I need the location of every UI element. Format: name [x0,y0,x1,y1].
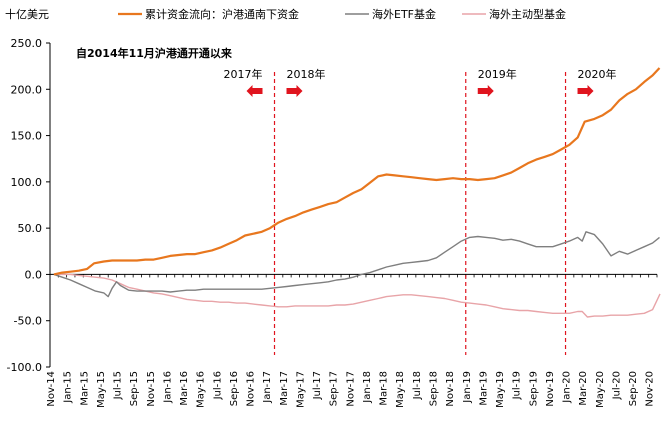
x-tick-label: Mar-15 [79,371,90,406]
year-label-right: 2020年 [578,67,617,81]
x-tick-label: Sep-19 [528,371,539,406]
x-tick-label: Jan-20 [562,371,573,404]
x-tick-label: Mar-16 [179,371,190,406]
x-tick-label: May-19 [495,371,506,408]
y-tick-label: 100.0 [11,176,43,189]
x-tick-label: Nov-14 [46,371,57,407]
x-tick-label: Sep-17 [329,371,340,406]
year-label-right: 2018年 [287,67,326,81]
y-tick-label: 200.0 [11,83,43,96]
year-markers: 2017年 2018年 2019年 2020年 [224,67,617,355]
x-tick-label: Mar-19 [478,371,489,406]
legend-label: 海外主动型基金 [489,7,566,21]
annotation-text: 自2014年11月沪港通开通以来 [76,46,233,60]
y-tick-label: -50.0 [14,315,42,328]
x-tick-label: May-17 [295,371,306,408]
x-tick-label: Nov-19 [545,371,556,407]
legend-label: 海外ETF基金 [372,7,436,21]
x-tick-label: Jul-15 [113,371,124,400]
arrow-right-icon [577,85,594,97]
x-tick-label: Sep-16 [229,371,240,406]
y-axis: 250.0 200.0 150.0 100.0 50.0 0.0 -50.0 -100.0 [7,37,51,374]
x-tick-label: Mar-18 [379,371,390,406]
x-tick-label: Mar-20 [578,371,589,406]
x-tick-label: May-16 [196,371,207,408]
x-tick-label: Sep-15 [129,371,140,406]
x-tick-label: Nov-18 [445,371,456,407]
x-tick-label: Nov-17 [345,371,356,407]
x-tick-label: Jul-17 [312,371,323,400]
x-tick-label: Jul-16 [212,371,223,400]
series-line-active [53,273,661,318]
x-tick-label: May-20 [595,371,606,408]
x-tick-label: Jul-20 [611,371,622,400]
x-tick-label: Nov-15 [146,371,157,407]
y-tick-label: 150.0 [11,130,43,143]
series-line-cumulative [53,67,661,276]
y-unit-label: 十亿美元 [5,7,49,21]
arrow-right-icon [477,85,494,97]
x-tick-label: Nov-20 [645,371,656,407]
x-tick-label: Jul-19 [512,371,523,400]
series-line-etf [53,231,660,298]
year-label-right: 2019年 [478,67,517,81]
y-tick-label: 0.0 [25,268,43,281]
arrow-right-icon [286,85,303,97]
x-tick-label: Jan-19 [462,371,473,404]
x-tick-label: Jan-17 [262,371,273,404]
legend-label: 累计资金流向：沪港通南下资金 [145,7,299,21]
arrow-left-icon [246,85,263,97]
legend: 累计资金流向：沪港通南下资金 海外ETF基金 海外主动型基金 [118,7,566,21]
x-tick-label: Mar-17 [279,371,290,406]
x-tick-label: Jul-18 [412,371,423,400]
x-tick-label: May-18 [395,371,406,408]
x-tick-label: Nov-16 [246,371,257,407]
series-lines [53,67,661,318]
x-tick-label: Sep-18 [428,371,439,406]
x-axis: Nov-14 Jan-15 Mar-15 May-15 Jul-15 Sep-15 Nov-… [46,273,658,408]
y-tick-label: 50.0 [18,222,43,235]
year-label-left: 2017年 [224,67,263,81]
x-tick-label: May-15 [96,371,107,408]
x-tick-label: Jan-15 [63,371,74,404]
x-tick-label: Sep-20 [628,371,639,406]
x-tick-label: Jan-16 [162,371,173,404]
x-tick-label: Jan-18 [362,371,373,404]
y-tick-label: 250.0 [11,37,43,50]
y-tick-label: -100.0 [7,361,42,374]
